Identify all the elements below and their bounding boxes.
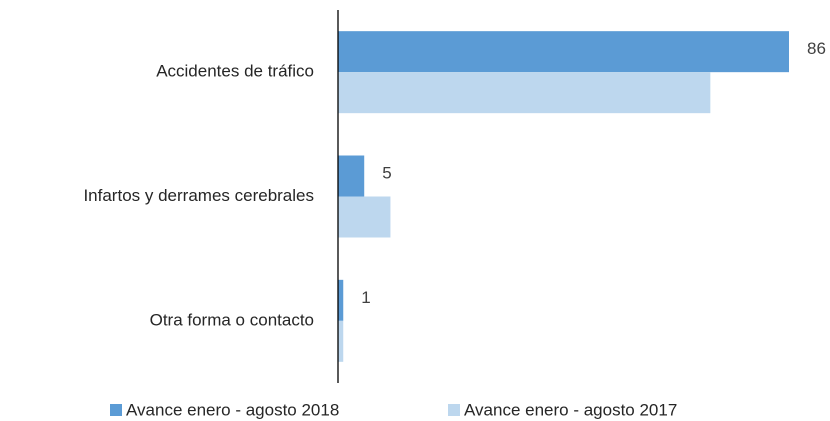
data-label: 1 (361, 288, 370, 307)
bar (338, 279, 344, 321)
legend-swatch (110, 404, 122, 416)
bar (338, 155, 365, 197)
category-label: Infartos y derrames cerebrales (83, 186, 314, 205)
legend-label: Avance enero - agosto 2018 (126, 400, 339, 419)
bar (338, 196, 391, 238)
data-label: 86 (807, 39, 826, 58)
data-label: 5 (382, 163, 391, 182)
bar (338, 72, 711, 114)
category-label: Accidentes de tráfico (156, 62, 314, 81)
legend-swatch (448, 404, 460, 416)
legend-label: Avance enero - agosto 2017 (464, 400, 677, 419)
category-label: Otra forma o contacto (150, 310, 314, 329)
bar (338, 31, 789, 73)
bar (338, 320, 344, 362)
